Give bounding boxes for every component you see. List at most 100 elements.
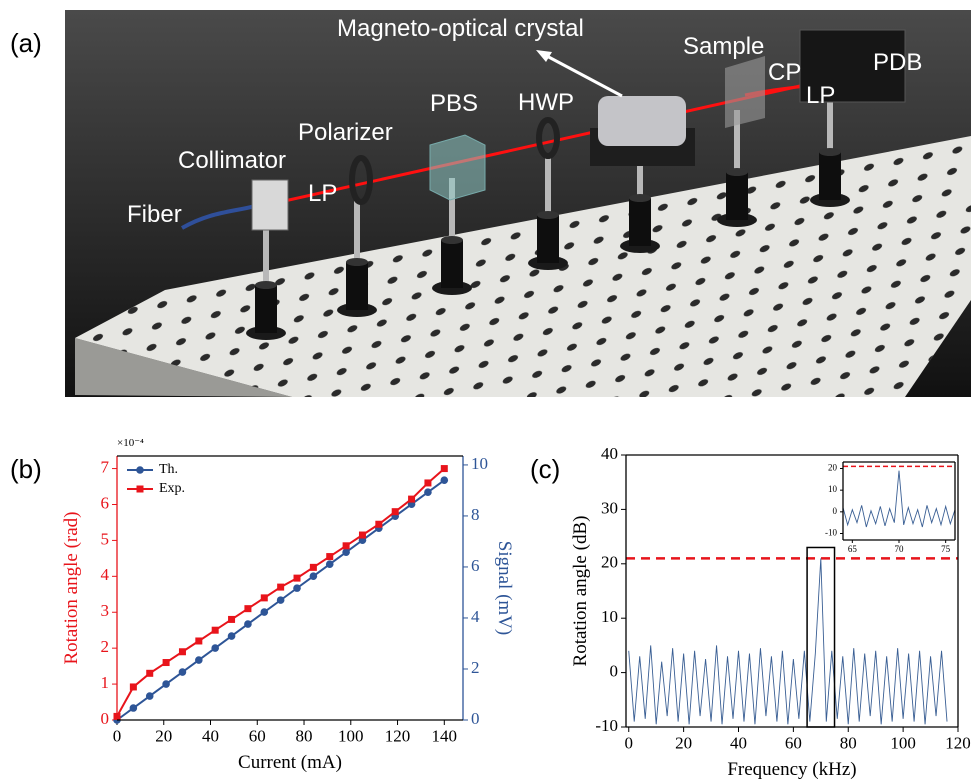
y-tick-label: 20 xyxy=(601,553,618,572)
x-tick-label: 0 xyxy=(624,734,633,753)
y-tick-label: 1 xyxy=(101,673,110,692)
x-tick-label: 80 xyxy=(840,734,857,753)
y-tick-label: 0 xyxy=(101,709,110,728)
marker xyxy=(261,594,268,601)
marker xyxy=(146,670,153,677)
x-tick-label: 100 xyxy=(890,734,916,753)
marker xyxy=(212,627,219,634)
panel-label: (b) xyxy=(10,454,42,484)
marker xyxy=(342,548,350,556)
y-axis-label: Rotation angle (dB) xyxy=(570,516,591,667)
setup-label: LP xyxy=(308,180,337,207)
marker xyxy=(277,584,284,591)
crystal xyxy=(598,96,686,146)
setup-label: LP xyxy=(806,82,835,109)
x-tick-label: 80 xyxy=(296,727,313,746)
marker xyxy=(375,521,382,528)
marker xyxy=(424,488,432,496)
x-tick-label: 100 xyxy=(338,727,364,746)
marker xyxy=(440,476,448,484)
y-tick-label: 3 xyxy=(101,601,110,620)
marker xyxy=(130,704,138,712)
marker xyxy=(424,479,431,486)
marker xyxy=(244,605,251,612)
x-tick-label: 120 xyxy=(945,734,971,753)
y-tick-label: 2 xyxy=(101,637,110,656)
x-tick-label: 70 xyxy=(895,544,905,554)
marker xyxy=(392,508,399,515)
setup-label: PBS xyxy=(430,90,478,117)
panel-label: (c) xyxy=(530,454,560,484)
marker xyxy=(293,584,301,592)
y-tick-label: 10 xyxy=(601,607,618,626)
marker xyxy=(179,668,187,676)
plot: 657075-1001020 xyxy=(825,462,955,554)
panel-label: (a) xyxy=(10,28,42,58)
y2-tick-label: 6 xyxy=(471,556,480,575)
x-tick-label: 75 xyxy=(941,544,951,554)
legend-label: Exp. xyxy=(159,481,185,496)
x-tick-label: 20 xyxy=(675,734,692,753)
y-tick-label: 5 xyxy=(101,529,110,548)
setup-label: HWP xyxy=(518,89,574,116)
marker xyxy=(162,680,170,688)
x-axis-label: Current (mA) xyxy=(238,752,342,773)
x-tick-label: 40 xyxy=(730,734,747,753)
x-tick-label: 20 xyxy=(155,727,172,746)
y-tick-label: 30 xyxy=(601,498,618,517)
marker xyxy=(179,648,186,655)
legend-label: Th. xyxy=(159,462,178,477)
y-tick-label: 7 xyxy=(101,457,110,476)
legend-marker xyxy=(137,486,144,493)
y-tick-label: 40 xyxy=(601,444,618,463)
setup-label: Magneto-optical crystal xyxy=(337,15,584,42)
setup-label: Sample xyxy=(683,33,764,60)
marker xyxy=(195,656,203,664)
marker xyxy=(343,542,350,549)
setup-label: PDB xyxy=(873,49,922,76)
y2-tick-label: 0 xyxy=(471,709,480,728)
marker xyxy=(211,644,219,652)
y-tick-label: -10 xyxy=(825,528,837,538)
marker xyxy=(195,637,202,644)
x-tick-label: 65 xyxy=(848,544,858,554)
setup-label: Polarizer xyxy=(298,119,393,146)
x-axis-label: Frequency (kHz) xyxy=(727,759,856,780)
marker xyxy=(326,560,334,568)
figure: Magneto-optical crystal Sample CP PDB LP… xyxy=(0,0,971,781)
marker xyxy=(310,564,317,571)
marker xyxy=(310,572,318,580)
marker xyxy=(408,496,415,503)
y-tick-label: 6 xyxy=(101,493,110,512)
marker xyxy=(244,620,252,628)
y-tick-label: 0 xyxy=(610,662,619,681)
marker xyxy=(228,616,235,623)
y-axis-label: Rotation angle (rad) xyxy=(61,511,82,664)
marker xyxy=(260,608,268,616)
marker xyxy=(294,575,301,582)
x-tick-label: 120 xyxy=(385,727,411,746)
setup-label: Collimator xyxy=(178,147,286,174)
y-tick-label: 20 xyxy=(828,463,838,473)
marker xyxy=(441,465,448,472)
offset-text: ×10⁻⁴ xyxy=(117,437,144,449)
marker xyxy=(277,596,285,604)
y2-tick-label: 2 xyxy=(471,658,480,677)
y-tick-label: -10 xyxy=(595,716,618,735)
sample xyxy=(725,56,765,128)
x-tick-label: 60 xyxy=(249,727,266,746)
x-tick-label: 40 xyxy=(202,727,219,746)
setup-illustration: Magneto-optical crystal Sample CP PDB LP… xyxy=(65,10,971,397)
pbs-cube xyxy=(430,135,485,200)
marker xyxy=(163,659,170,666)
setup-label: Fiber xyxy=(127,201,182,228)
marker xyxy=(130,683,137,690)
legend-marker xyxy=(136,466,144,474)
setup-label: CP xyxy=(768,59,801,86)
y2-tick-label: 10 xyxy=(471,454,488,473)
y-tick-label: 4 xyxy=(101,565,110,584)
x-tick-label: 0 xyxy=(113,727,122,746)
collimator xyxy=(252,180,288,230)
marker xyxy=(146,692,154,700)
